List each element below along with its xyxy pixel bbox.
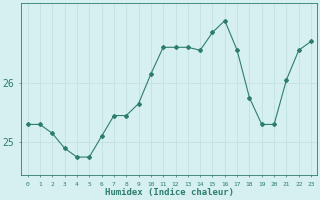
X-axis label: Humidex (Indice chaleur): Humidex (Indice chaleur): [105, 188, 234, 197]
